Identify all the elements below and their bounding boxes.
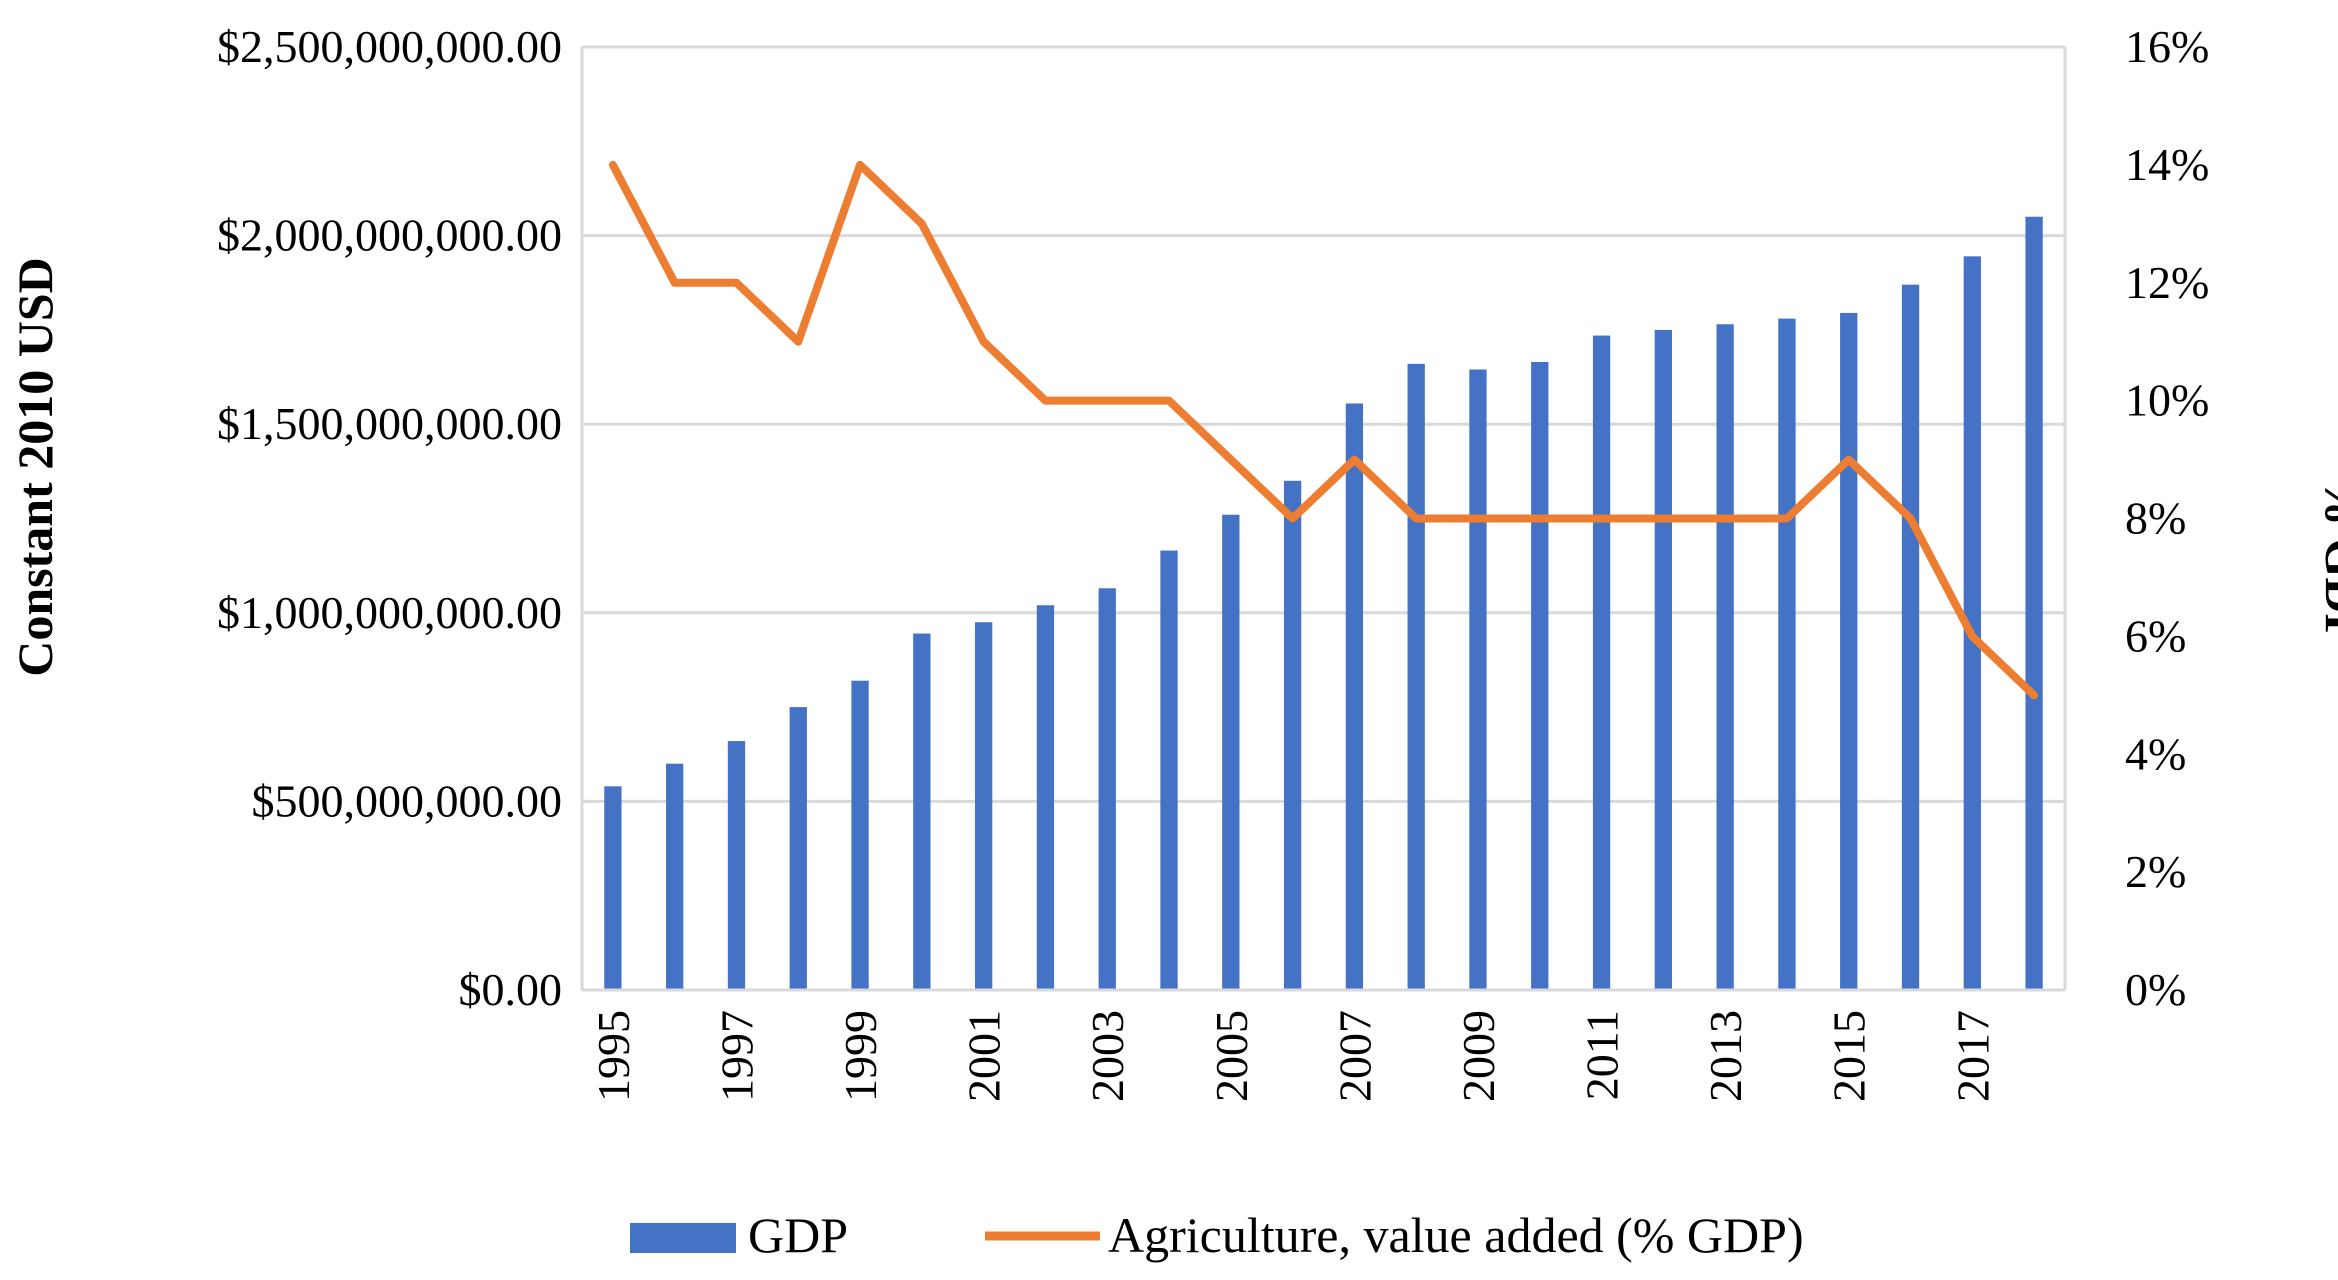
right-tick-label: 2% bbox=[2125, 846, 2186, 897]
right-tick-label: 10% bbox=[2125, 375, 2209, 426]
gdp-bar bbox=[1778, 318, 1796, 991]
right-tick-label: 8% bbox=[2125, 493, 2186, 544]
gdp-bar bbox=[1531, 361, 1549, 990]
gdp-bar bbox=[1963, 256, 1981, 990]
right-tick-label: 6% bbox=[2125, 610, 2186, 661]
gdp-bar bbox=[1654, 329, 1673, 990]
x-tick-label: 2003 bbox=[1082, 1010, 1133, 1102]
legend: GDP Agriculture, value added (% GDP) bbox=[630, 1207, 1804, 1263]
legend-gdp-label: GDP bbox=[748, 1207, 848, 1263]
gdp-bar bbox=[1098, 588, 1116, 990]
gdp-bar bbox=[1840, 312, 1858, 990]
left-axis-title: Constant 2010 USD bbox=[7, 257, 63, 677]
legend-agriculture-label: Agriculture, value added (% GDP) bbox=[1108, 1207, 1804, 1263]
x-tick-label: 2009 bbox=[1453, 1010, 1504, 1102]
x-tick-label: 2001 bbox=[959, 1010, 1010, 1102]
gdp-bar bbox=[1592, 335, 1611, 991]
left-tick-label: $2,000,000,000.00 bbox=[217, 210, 562, 261]
left-tick-label: $500,000,000.00 bbox=[252, 775, 563, 826]
gdp-bar bbox=[1345, 403, 1364, 991]
x-tick-label: 2011 bbox=[1577, 1010, 1628, 1100]
left-axis-ticks: $0.00 $500,000,000.00 $1,000,000,000.00 $1,… bbox=[217, 21, 562, 1015]
left-tick-label: $1,000,000,000.00 bbox=[217, 587, 562, 638]
gdp-bar bbox=[1407, 363, 1425, 990]
x-tick-label: 2017 bbox=[1947, 1010, 1998, 1102]
x-tick-label: 2015 bbox=[1824, 1010, 1875, 1102]
right-tick-label: 16% bbox=[2125, 21, 2209, 72]
left-tick-label: $0.00 bbox=[459, 964, 563, 1015]
x-tick-label: 1999 bbox=[835, 1010, 886, 1102]
left-tick-label: $1,500,000,000.00 bbox=[217, 398, 562, 449]
agriculture-line bbox=[608, 160, 2039, 700]
gdp-bars bbox=[604, 216, 2043, 991]
x-tick-label: 1997 bbox=[711, 1010, 762, 1102]
gdp-bar bbox=[666, 763, 684, 990]
x-tick-label: 2005 bbox=[1206, 1010, 1257, 1102]
x-tick-label: 2007 bbox=[1329, 1010, 1380, 1102]
gdp-bar bbox=[913, 633, 931, 990]
gdp-bar bbox=[727, 741, 746, 990]
gdp-bar bbox=[1222, 514, 1240, 990]
right-tick-label: 12% bbox=[2125, 257, 2209, 308]
gdp-bar bbox=[604, 786, 622, 990]
right-axis-title: % GDP bbox=[2315, 476, 2338, 644]
right-tick-label: 0% bbox=[2125, 964, 2186, 1015]
agriculture-series-line bbox=[608, 160, 2039, 700]
gdp-bar bbox=[1716, 324, 1734, 990]
gdp-bar bbox=[1160, 550, 1178, 990]
gdp-bar bbox=[789, 707, 807, 990]
gdp-bar bbox=[1901, 284, 1920, 990]
gdp-bar bbox=[2025, 216, 2043, 991]
right-tick-label: 4% bbox=[2125, 728, 2186, 779]
gridlines bbox=[582, 45, 2065, 803]
axes bbox=[580, 47, 2067, 992]
gdp-bar bbox=[851, 680, 869, 990]
x-tick-label: 2013 bbox=[1700, 1010, 1751, 1102]
left-tick-label: $2,500,000,000.00 bbox=[217, 21, 562, 72]
gdp-bar bbox=[974, 622, 993, 990]
x-axis-ticks: 1995 1997 1999 2001 2003 2005 2007 2009 2011 2013… bbox=[588, 1010, 1998, 1102]
legend-gdp-swatch bbox=[630, 1223, 736, 1253]
gdp-bar bbox=[1036, 605, 1055, 990]
right-tick-label: 14% bbox=[2125, 139, 2209, 190]
gdp-bar bbox=[1283, 480, 1302, 990]
gdp-bar bbox=[1469, 369, 1487, 991]
x-tick-label: 1995 bbox=[588, 1010, 639, 1102]
right-axis-ticks: 0% 2% 4% 6% 8% 10% 12% 14% 16% bbox=[2125, 21, 2209, 1015]
